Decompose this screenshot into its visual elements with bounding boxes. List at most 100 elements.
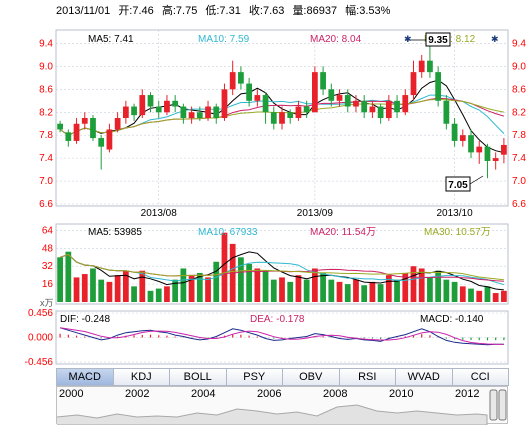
volume-bar — [476, 290, 483, 302]
candle-body — [172, 100, 179, 107]
volume-bar — [427, 277, 433, 302]
volume-ma-legend-item: MA30: 10.57万 — [424, 227, 491, 238]
volume-bar — [270, 279, 277, 302]
tab-psy[interactable]: PSY — [225, 368, 283, 386]
price-y-tick-left: 9.0 — [39, 61, 53, 72]
volume-bar — [287, 281, 294, 302]
candle-body — [336, 95, 343, 101]
candle-body — [295, 106, 302, 118]
tab-obv[interactable]: OBV — [282, 368, 340, 386]
timeline-year-label: 2008 — [323, 388, 348, 400]
low-callout: 7.05 — [445, 175, 484, 192]
volume-ma30-line — [59, 253, 504, 281]
volume-bar — [369, 281, 376, 302]
timeline-year-label: 2010 — [389, 388, 414, 400]
volume-ma-legend: MA5: 53985 MA10: 67933 MA20: 11.54万 MA30: 1… — [88, 227, 491, 238]
chart-canvas: 9.4 9.0 8.6 8.2 7.8 7.4 7.0 6.6 9.4 9.0 8.6 8.2 7.8… — [25, 29, 526, 368]
volume-bar — [320, 272, 326, 302]
candle-body — [377, 106, 384, 118]
price-y-tick-left: 7.4 — [39, 153, 53, 164]
volume-bar — [205, 277, 211, 302]
volume-bar — [131, 286, 137, 302]
indicator-tabs: MACD KDJ BOLL PSY OBV RSI WVAD CCI — [56, 368, 509, 386]
candle-body — [73, 123, 80, 141]
candle-body — [402, 95, 409, 113]
volume-bar — [501, 290, 507, 302]
volume-bar — [90, 268, 96, 302]
volume-bar — [196, 272, 203, 302]
candle-body — [188, 112, 195, 118]
volume-bar — [73, 277, 80, 302]
tab-wvad[interactable]: WVAD — [395, 368, 453, 386]
candle-body — [90, 118, 96, 139]
tab-boll[interactable]: BOLL — [169, 368, 227, 386]
candle-body — [476, 146, 483, 153]
price-x-tick: 2013/09 — [297, 208, 334, 219]
star-marker-icon: ✱ — [491, 34, 499, 44]
candle-body — [427, 60, 433, 73]
candle-body — [279, 112, 285, 124]
macd-y-tick: -0.456 — [25, 357, 54, 368]
tab-macd[interactable]: MACD — [56, 368, 114, 386]
volume-bar — [65, 251, 72, 302]
candle-body — [98, 138, 105, 147]
candle-body — [311, 72, 318, 113]
timeline-year-label: 2004 — [191, 388, 216, 400]
candle-body — [180, 106, 187, 118]
volume-bar — [468, 288, 474, 302]
price-x-ticks: 2013/08 2013/09 2013/10 — [141, 208, 473, 219]
candle-body — [213, 106, 220, 118]
volume-bar — [246, 264, 253, 302]
header-change: 幅:3.53% — [345, 5, 391, 17]
volume-bar — [114, 275, 121, 302]
volume-bar — [81, 274, 88, 302]
candle-body — [410, 72, 417, 96]
timeline-handle-left[interactable] — [489, 389, 498, 421]
macd-legend-item: DIF: -0.248 — [60, 314, 110, 325]
volume-bar — [418, 268, 425, 302]
candle-body — [344, 95, 351, 107]
volume-bar — [180, 268, 187, 302]
price-y-tick-left: 6.6 — [39, 199, 53, 210]
volume-bar — [262, 270, 269, 302]
volume-y-ticks: 64 48 32 16 — [42, 225, 54, 290]
volume-ma-legend-item: MA20: 11.54万 — [310, 227, 376, 238]
price-y-tick-right: 9.4 — [512, 38, 526, 49]
candle-body — [418, 60, 425, 73]
candles — [57, 46, 507, 179]
tab-rsi[interactable]: RSI — [338, 368, 396, 386]
volume-bar — [164, 286, 170, 302]
volume-bar — [155, 288, 162, 302]
volume-bar — [394, 279, 400, 302]
price-ma-legend-item: MA20: 8.04 — [310, 34, 362, 45]
tab-cci[interactable]: CCI — [451, 368, 509, 386]
candle-body — [262, 95, 269, 113]
candle-body — [328, 89, 335, 101]
volume-ma-legend-item: MA10: 67933 — [198, 227, 258, 238]
header-high: 高:7.75 — [161, 5, 198, 17]
volume-bar — [410, 266, 417, 302]
candle-body — [385, 100, 392, 118]
high-marker-icon: ✱ — [404, 34, 412, 44]
timeline-navigator[interactable]: 2000 2002 2004 2006 2008 2010 2012 — [56, 386, 508, 425]
tab-kdj[interactable]: KDJ — [112, 368, 170, 386]
timeline-handle-right[interactable] — [498, 389, 507, 421]
candle-body — [468, 135, 474, 153]
timeline-sparkline — [57, 389, 507, 425]
volume-bar — [303, 279, 310, 302]
volume-bar — [377, 284, 384, 302]
candle-body — [229, 72, 236, 90]
candle-body — [287, 112, 294, 118]
price-y-ticks-right: 9.4 9.0 8.6 8.2 7.8 7.4 7.0 6.6 — [512, 38, 526, 210]
candle-body — [394, 100, 400, 113]
macd-y-tick: 0.456 — [28, 308, 53, 319]
macd-legend: DIF: -0.248 DEA: -0.178 MACD: -0.140 — [60, 314, 484, 325]
candle-body — [147, 95, 154, 107]
high-callout-text: 9.35 — [428, 35, 448, 46]
candle-body — [443, 100, 450, 124]
candle-body — [435, 72, 442, 101]
volume-bar — [353, 279, 359, 302]
price-x-tick: 2013/08 — [141, 208, 178, 219]
candle-body — [196, 112, 203, 118]
candle-body — [451, 123, 458, 141]
